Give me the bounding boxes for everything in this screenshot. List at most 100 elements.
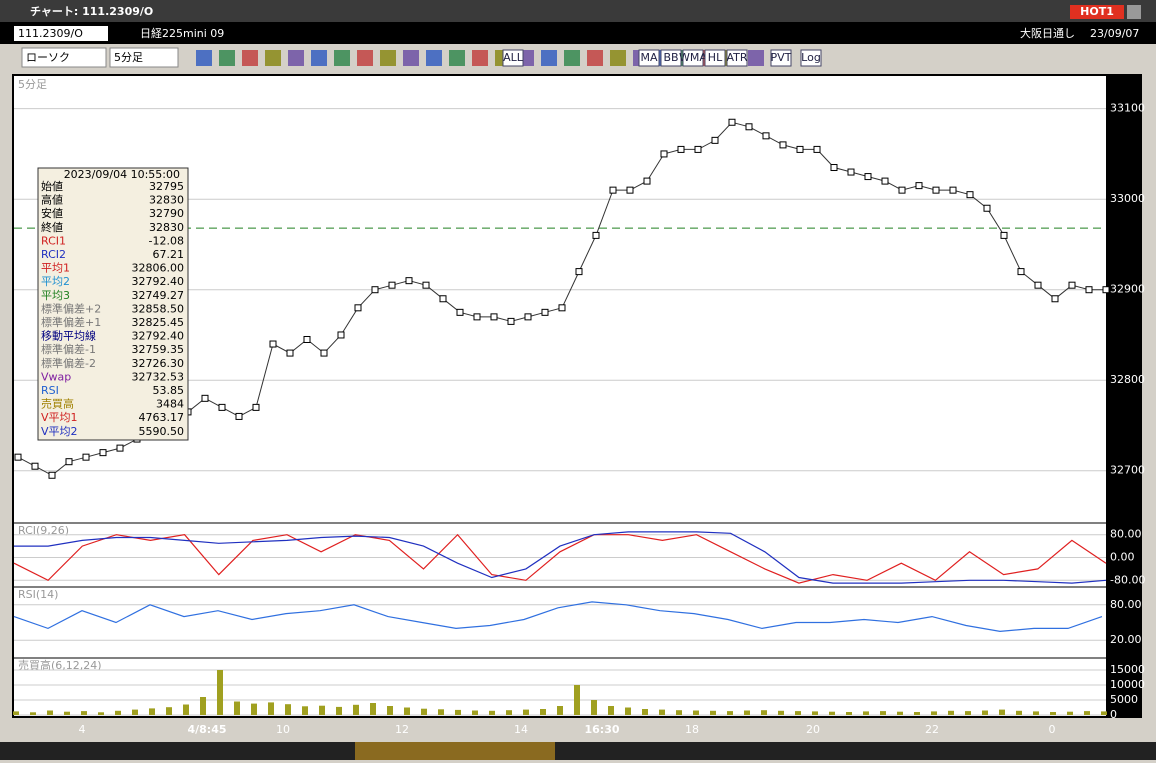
toolbar-button[interactable] xyxy=(265,50,281,66)
x-tick-label: 20 xyxy=(806,723,820,736)
info-label: 終値 xyxy=(41,220,63,234)
toolbar-button[interactable] xyxy=(748,50,764,66)
series-line xyxy=(13,533,1107,584)
candle xyxy=(813,145,821,153)
toolbar-button[interactable] xyxy=(334,50,350,66)
volume-bar xyxy=(812,711,818,715)
toolbar-button[interactable] xyxy=(541,50,557,66)
volume-bar xyxy=(115,710,121,715)
toolbar-button-label[interactable]: HL xyxy=(708,51,723,64)
volume-bar xyxy=(13,711,19,715)
volume-bar xyxy=(863,711,869,715)
candle xyxy=(354,304,362,312)
info-datetime: 2023/09/04 10:55:00 xyxy=(64,168,180,181)
x-tick-label: 16:30 xyxy=(584,723,619,736)
volume-bar xyxy=(98,712,104,715)
plot-area xyxy=(14,76,1106,716)
candle xyxy=(694,145,702,153)
toolbar-button-label[interactable]: BB xyxy=(663,51,678,64)
info-label: 平均2 xyxy=(41,275,70,288)
toolbar-text-button[interactable] xyxy=(704,49,726,67)
volume-bar xyxy=(608,706,614,715)
x-tick-label: 12 xyxy=(395,723,409,736)
volume-bar xyxy=(557,706,563,715)
candle xyxy=(1051,295,1059,303)
close-button[interactable] xyxy=(1127,5,1141,19)
toolbar-button-label[interactable]: ALL xyxy=(503,51,524,64)
info-value: 67.21 xyxy=(153,248,185,261)
volume-bar xyxy=(64,711,70,715)
volume-bar xyxy=(370,703,376,715)
toolbar-text-button[interactable] xyxy=(800,49,822,67)
x-tick-label: 4/8:45 xyxy=(187,723,226,736)
toolbar-text-button[interactable] xyxy=(638,49,660,67)
scroll-thumb[interactable] xyxy=(355,742,555,760)
volume-bar xyxy=(778,710,784,715)
interval: 5分足 xyxy=(114,51,143,64)
candle xyxy=(1000,231,1008,239)
candle xyxy=(371,286,379,294)
volume-bar xyxy=(319,705,325,715)
candle xyxy=(915,182,923,190)
symbol-input[interactable] xyxy=(14,26,108,41)
volume-bar xyxy=(625,707,631,715)
toolbar-button[interactable] xyxy=(472,50,488,66)
y-tick-label: 0 xyxy=(1110,708,1117,721)
toolbar-button[interactable] xyxy=(196,50,212,66)
candle xyxy=(660,150,668,158)
toolbar-button-label[interactable]: WMA xyxy=(679,51,707,64)
toolbar-button[interactable] xyxy=(242,50,258,66)
chart-kind-select[interactable] xyxy=(21,47,107,68)
hot-badge[interactable] xyxy=(1070,5,1124,19)
y-tick-label: 32800 xyxy=(1110,373,1145,386)
toolbar-button[interactable] xyxy=(403,50,419,66)
toolbar-button-label[interactable]: PVT xyxy=(771,51,792,64)
scrollbar[interactable] xyxy=(0,742,1156,760)
candle xyxy=(1034,281,1042,289)
info-label: 平均1 xyxy=(41,262,70,275)
toolbar-button[interactable] xyxy=(610,50,626,66)
volume-bar xyxy=(795,711,801,715)
candle xyxy=(116,444,124,452)
candle xyxy=(14,453,22,461)
toolbar-button[interactable] xyxy=(288,50,304,66)
toolbar-button[interactable] xyxy=(219,50,235,66)
interval-select[interactable] xyxy=(109,47,179,68)
info-value: 5590.50 xyxy=(139,425,185,438)
candle xyxy=(31,462,39,470)
info-value: 32806.00 xyxy=(132,262,185,275)
candle xyxy=(218,403,226,411)
toolbar-button[interactable] xyxy=(426,50,442,66)
toolbar-text-button[interactable] xyxy=(502,49,524,67)
y-tick-label: 0.00 xyxy=(1110,551,1135,564)
toolbar-button-label[interactable]: Log xyxy=(801,51,821,64)
toolbar-button[interactable] xyxy=(380,50,396,66)
volume-bar xyxy=(234,701,240,715)
toolbar-button[interactable] xyxy=(587,50,603,66)
y-tick-label: 32900 xyxy=(1110,283,1145,296)
toolbar-text-button[interactable] xyxy=(660,49,682,67)
info-value: 32792.40 xyxy=(132,330,185,343)
toolbar-button-label[interactable]: MA xyxy=(640,51,657,64)
toolbar-button[interactable] xyxy=(311,50,327,66)
chart-kind: ローソク xyxy=(26,51,70,64)
info-label: V平均1 xyxy=(41,411,78,424)
toolbar-button-label[interactable]: ATR xyxy=(726,51,747,64)
toolbar-text-button[interactable] xyxy=(770,49,792,67)
candle xyxy=(966,191,974,199)
panel-title: 5分足 xyxy=(18,78,47,91)
toolbar-button[interactable] xyxy=(564,50,580,66)
candle xyxy=(592,231,600,239)
toolbar-text-button[interactable] xyxy=(682,49,704,67)
volume-bar xyxy=(1016,710,1022,715)
toolbar-text-button[interactable] xyxy=(726,49,748,67)
candle xyxy=(643,177,651,185)
hot-badge-text[interactable]: HOT1 xyxy=(1080,5,1114,18)
volume-bar xyxy=(438,709,444,715)
toolbar-button[interactable] xyxy=(357,50,373,66)
candle xyxy=(405,277,413,285)
toolbar-button[interactable] xyxy=(449,50,465,66)
candle xyxy=(269,340,277,348)
volume-bar xyxy=(1050,712,1056,715)
volume-bar xyxy=(387,706,393,715)
